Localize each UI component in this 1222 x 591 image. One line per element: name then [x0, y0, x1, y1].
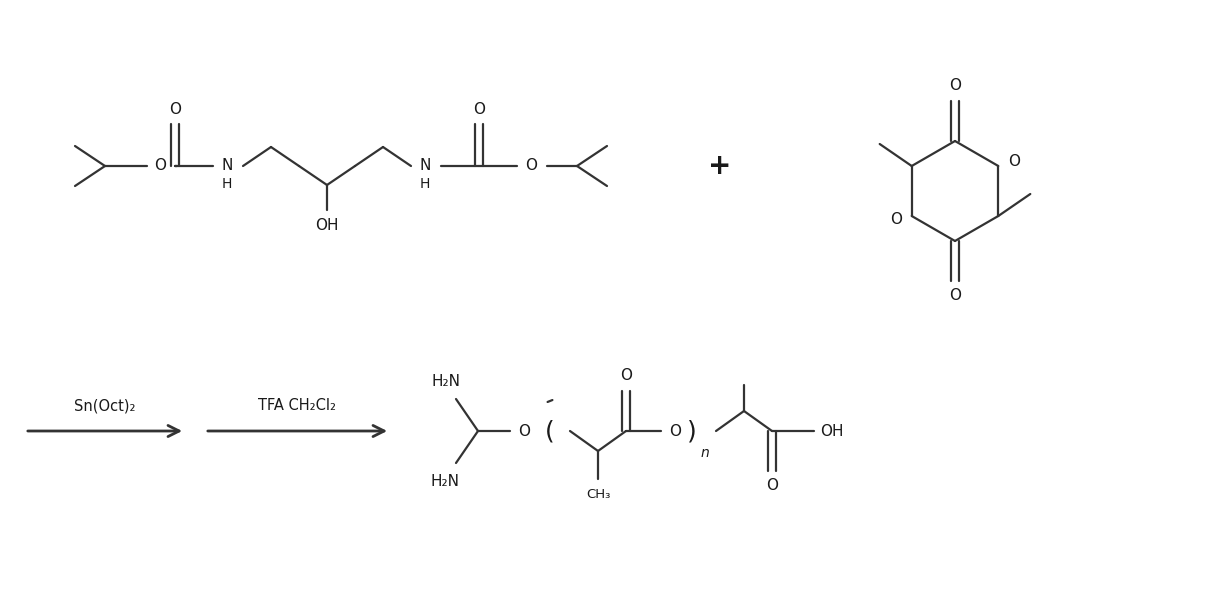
Text: O: O: [518, 424, 530, 439]
Text: OH: OH: [820, 424, 843, 439]
Text: O: O: [949, 79, 960, 93]
Text: +: +: [709, 152, 732, 180]
Text: O: O: [949, 288, 960, 304]
Text: O: O: [766, 479, 778, 493]
Text: N: N: [221, 158, 232, 174]
Text: H: H: [420, 177, 430, 191]
Text: O: O: [525, 158, 536, 174]
Text: N: N: [419, 158, 430, 174]
Text: CH₃: CH₃: [585, 488, 610, 501]
Text: H₂N: H₂N: [431, 374, 461, 388]
Text: O: O: [169, 102, 181, 118]
Text: Sn(Oct)₂: Sn(Oct)₂: [75, 398, 136, 414]
Text: OH: OH: [315, 217, 338, 232]
Text: H: H: [222, 177, 232, 191]
Text: O: O: [668, 424, 681, 439]
Text: O: O: [473, 102, 485, 118]
Text: n: n: [700, 446, 710, 460]
Text: H₂N: H₂N: [430, 473, 459, 489]
Text: (: (: [545, 419, 555, 443]
Text: O: O: [1008, 154, 1020, 170]
Text: O: O: [620, 369, 632, 384]
Text: O: O: [890, 213, 902, 228]
Text: ): ): [687, 419, 697, 443]
Text: O: O: [154, 158, 166, 174]
Text: TFA CH₂Cl₂: TFA CH₂Cl₂: [258, 398, 336, 414]
